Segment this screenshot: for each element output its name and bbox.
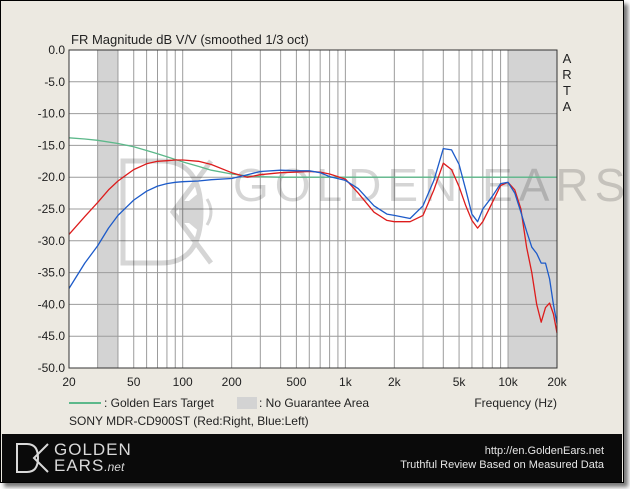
y-tick-label: -40.0 <box>38 297 66 311</box>
x-tick-label: 50 <box>127 375 141 389</box>
x-tick-label: 5k <box>453 375 467 389</box>
y-tick-label: -10.0 <box>38 107 66 121</box>
legend-target-label: : Golden Ears Target <box>104 396 215 410</box>
y-tick-label: -30.0 <box>38 234 66 248</box>
x-tick-label: 2k <box>388 375 402 389</box>
arta-letter: T <box>563 83 571 98</box>
x-tick-label: 100 <box>173 375 193 389</box>
footer-logo-text: GOLDEN EARS.net <box>54 440 132 475</box>
plot-border <box>68 49 558 369</box>
footer-logo-suffix: .net <box>104 460 125 474</box>
footer-logo-line2: EARS <box>54 456 105 475</box>
chart-frame: GOLDEN EARS 0.0 -5.0 -10.0 -15.0 -20.0 -25.0 -… <box>0 0 624 483</box>
footer-url[interactable]: http://en.GoldenEars.net <box>484 445 604 457</box>
legend-caption: SONY MDR-CD900ST (Red:Right, Blue:Left) <box>69 414 309 428</box>
y-tick-label: -35.0 <box>38 266 66 280</box>
series-line-right <box>68 159 558 334</box>
y-tick-label: -50.0 <box>38 361 66 375</box>
series-line-left <box>68 147 558 324</box>
legend-area-label: : No Guarantee Area <box>259 396 369 410</box>
x-tick-label: 1k <box>339 375 353 389</box>
y-tick-label: -15.0 <box>38 138 66 152</box>
x-axis-label: Frequency (Hz) <box>474 396 557 410</box>
x-tick-label: 20 <box>62 375 76 389</box>
golden-ears-logo-icon <box>16 443 49 473</box>
arta-letter: A <box>563 51 572 66</box>
arta-letter: A <box>563 99 572 114</box>
series-line-golden-ears-target <box>68 137 557 178</box>
footer-logo-line1: GOLDEN <box>54 440 132 459</box>
frequency-response-chart: GOLDEN EARS 0.0-5.0-10.0-15.0-20.0-25.0-… <box>38 32 623 428</box>
y-tick-label: 0.0 <box>48 43 65 57</box>
x-tick-label: 20k <box>547 375 567 389</box>
footer-bar: GOLDEN EARS.net http://en.GoldenEars.net… <box>2 434 622 482</box>
y-tick-label: -25.0 <box>38 202 66 216</box>
arta-letter: R <box>562 67 571 82</box>
footer-tagline: Truthful Review Based on Measured Data <box>400 459 604 471</box>
y-tick-label: -5.0 <box>44 75 65 89</box>
legend-area-swatch <box>237 397 257 409</box>
x-tick-label: 10k <box>498 375 518 389</box>
legend: : Golden Ears Target : No Guarantee Area… <box>69 396 369 428</box>
x-tick-label: 500 <box>286 375 306 389</box>
y-tick-label: -20.0 <box>38 170 66 184</box>
x-tick-label: 200 <box>222 375 242 389</box>
chart-title: FR Magnitude dB V/V (smoothed 1/3 oct) <box>71 32 309 47</box>
y-tick-label: -45.0 <box>38 329 66 343</box>
